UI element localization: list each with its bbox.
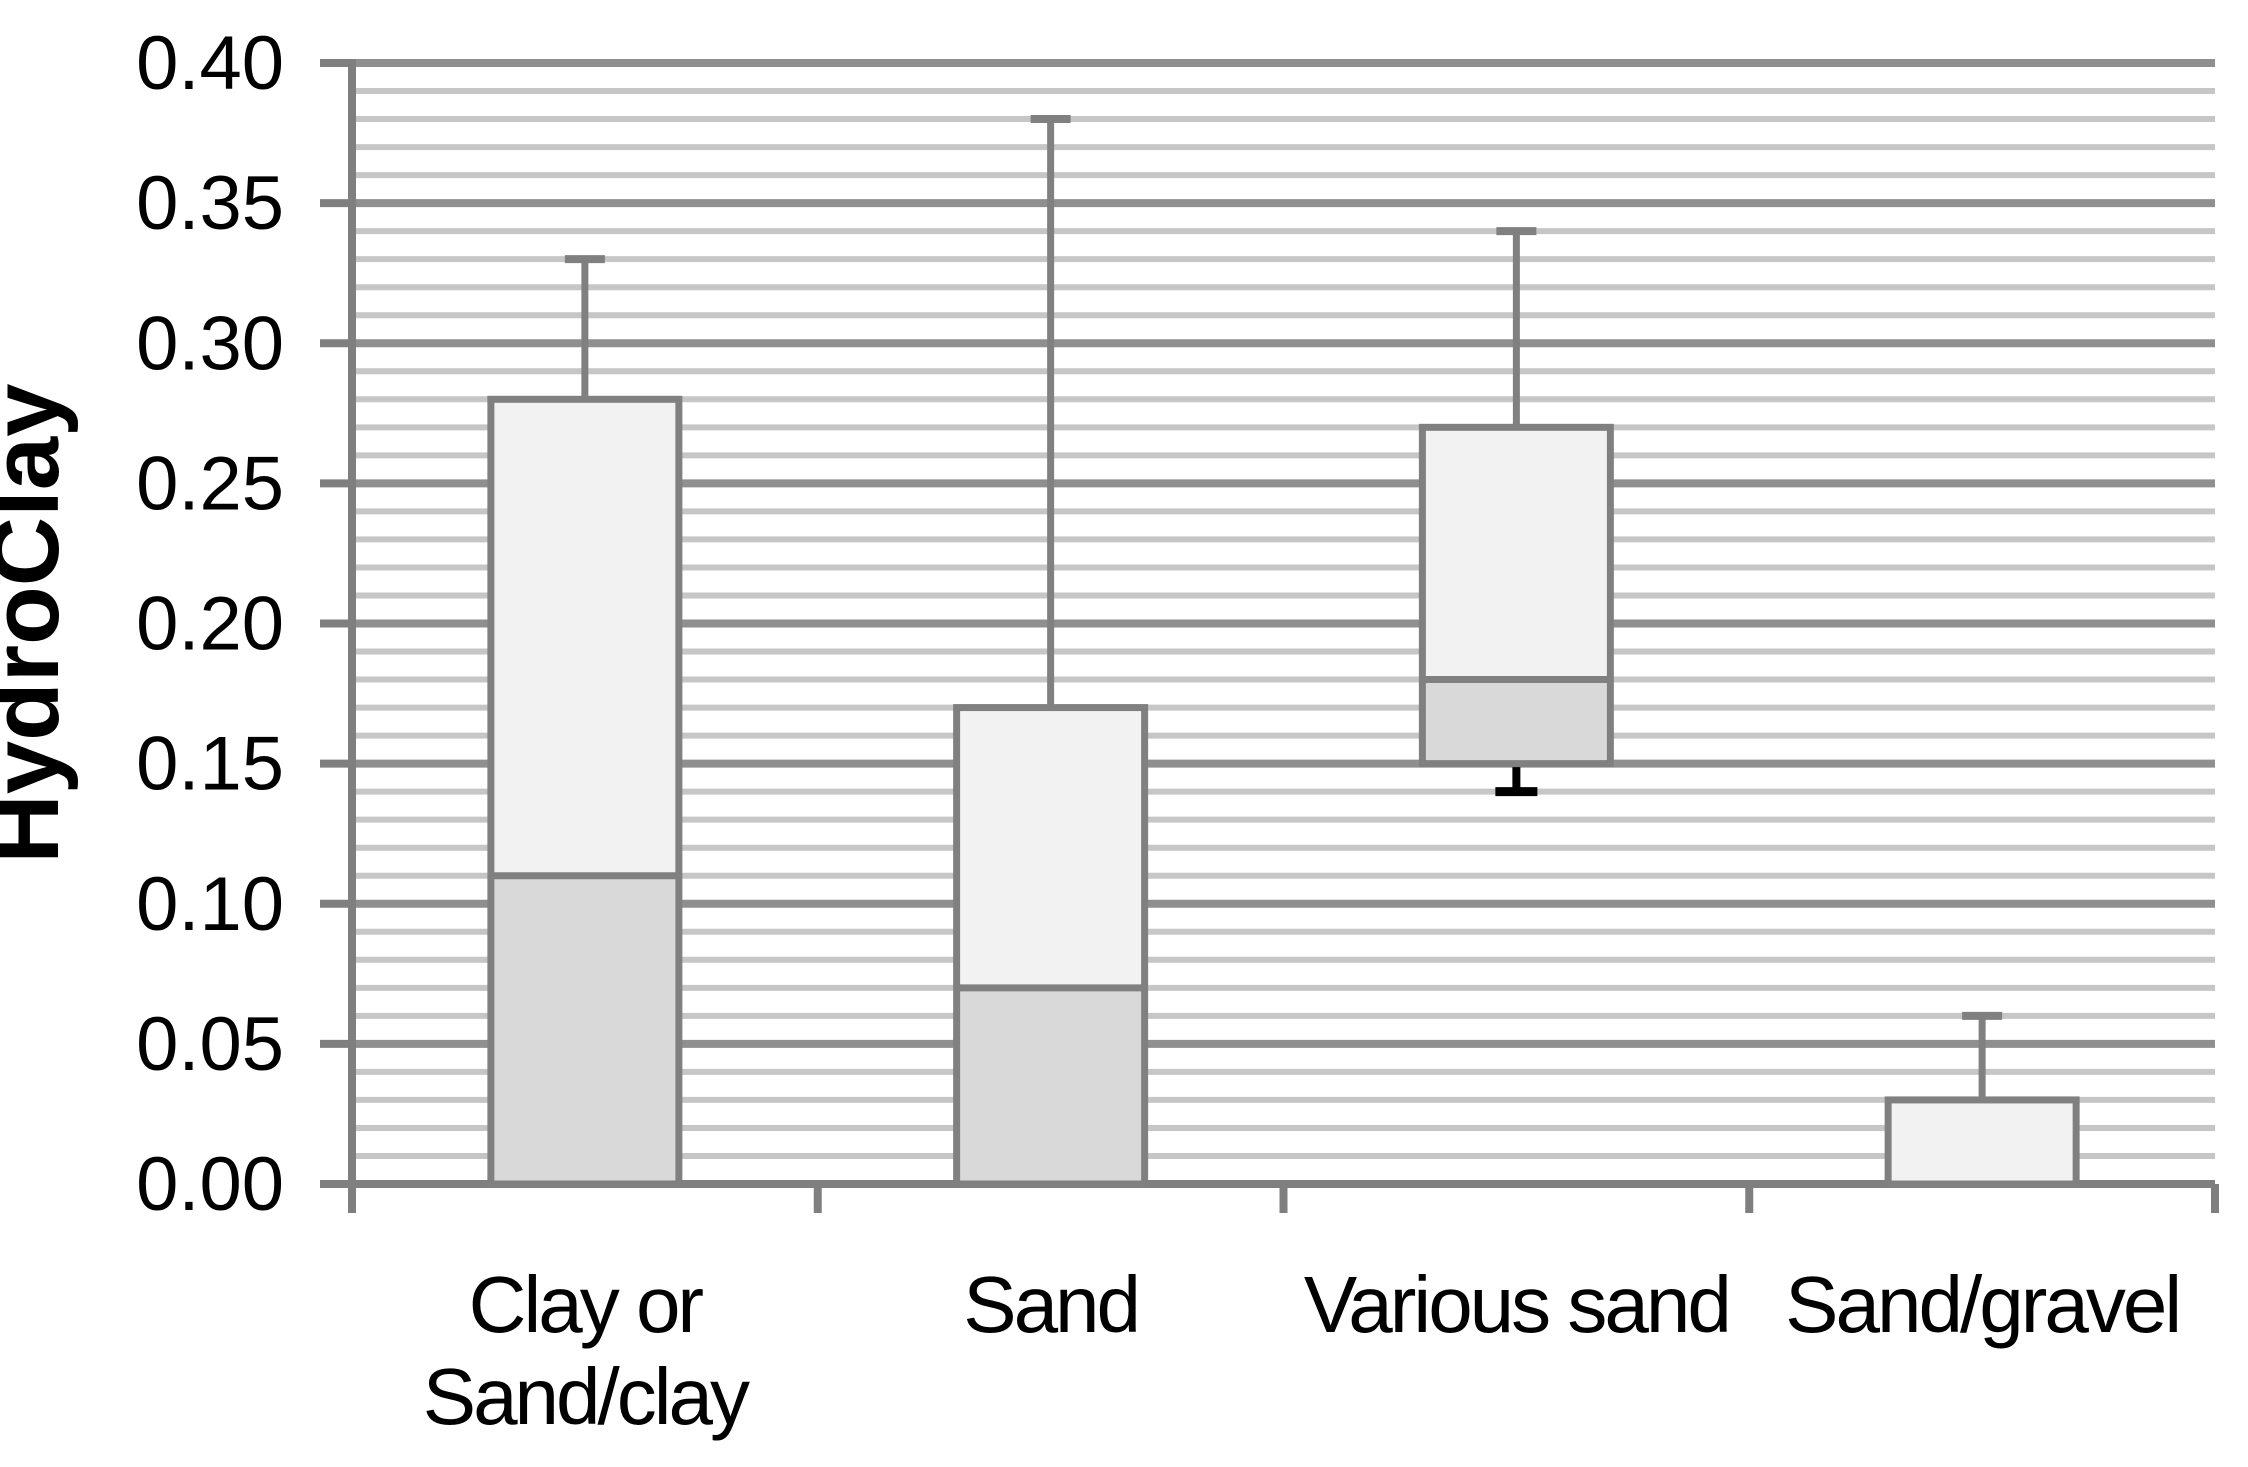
x-category-label: Clay or [469, 1260, 704, 1349]
y-tick-label: 0.10 [136, 862, 284, 947]
x-category-label: Sand/gravel [1785, 1260, 2179, 1349]
y-tick-label: 0.05 [136, 1002, 284, 1087]
y-axis-title: HydroClay [0, 383, 79, 863]
y-tick-label: 0.40 [136, 21, 284, 106]
y-tick-label: 0.15 [136, 722, 284, 807]
box-border [487, 395, 683, 1188]
x-category-label: Sand [963, 1260, 1138, 1349]
y-tick-label: 0.20 [136, 582, 284, 667]
box-border [1418, 423, 1614, 768]
y-tick-label: 0.25 [136, 441, 284, 526]
x-category-label: Sand/clay [423, 1352, 750, 1441]
y-tick-label: 0.30 [136, 301, 284, 386]
box-lower-segment [956, 987, 1145, 1184]
box-lower-segment [1422, 679, 1611, 764]
box-border [1884, 1096, 2080, 1188]
y-tick-label: 0.35 [136, 161, 284, 246]
y-tick-label: 0.00 [136, 1142, 284, 1227]
box-lower-segment [490, 875, 679, 1184]
x-category-label: Various sand [1304, 1260, 1729, 1349]
box-upper-segment [1888, 1099, 2077, 1184]
box-border [953, 704, 1149, 1188]
